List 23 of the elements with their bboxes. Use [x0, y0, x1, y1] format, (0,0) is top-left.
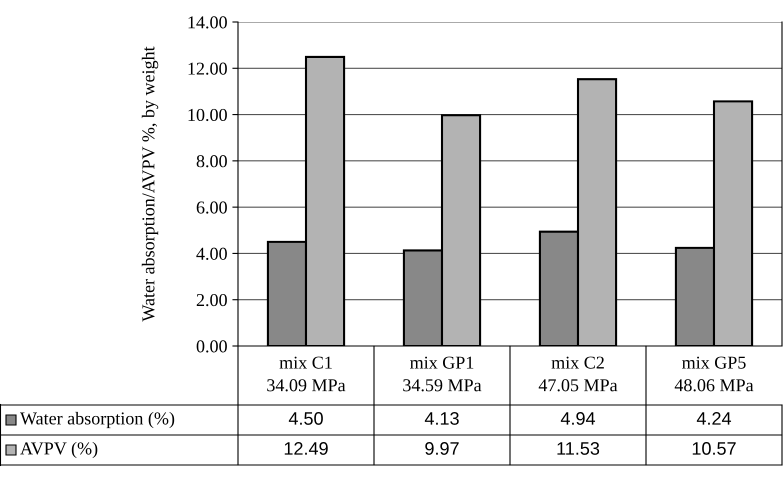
x-tick-label: mix C2 47.05 MPa [538, 356, 618, 392]
legend-label: Water absorption (%) [20, 412, 174, 428]
y-tick-label: 14.00 [188, 16, 227, 29]
y-axis-title: Water absorption/AVPV %, by weight [142, 46, 158, 322]
y-tick-label: 12.00 [188, 62, 227, 75]
data-label: 4.13 [424, 412, 459, 425]
y-tick-label: 2.00 [196, 294, 227, 306]
y-tick-label: 10.00 [188, 108, 227, 122]
legend-label: AVPV (%) [20, 442, 98, 458]
data-label: 11.53 [557, 442, 600, 455]
y-tick-label: 4.00 [196, 248, 227, 260]
data-label: 4.50 [288, 412, 323, 425]
data-label: 9.97 [425, 442, 459, 455]
y-tick-label: 8.00 [196, 155, 227, 168]
x-tick-label: mix GP5 48.06 MPa [674, 356, 754, 392]
data-label: 10.57 [692, 442, 736, 455]
x-tick-label: mix GP1 34.59 MPa [403, 356, 482, 392]
x-tick-label: mix C1 34.09 MPa [267, 356, 346, 392]
data-label: 4.94 [560, 412, 596, 425]
data-label: 12.49 [284, 442, 328, 455]
y-tick-label: 0.00 [196, 340, 227, 353]
data-label: 4.24 [696, 412, 732, 425]
y-tick-label: 6.00 [196, 201, 227, 214]
